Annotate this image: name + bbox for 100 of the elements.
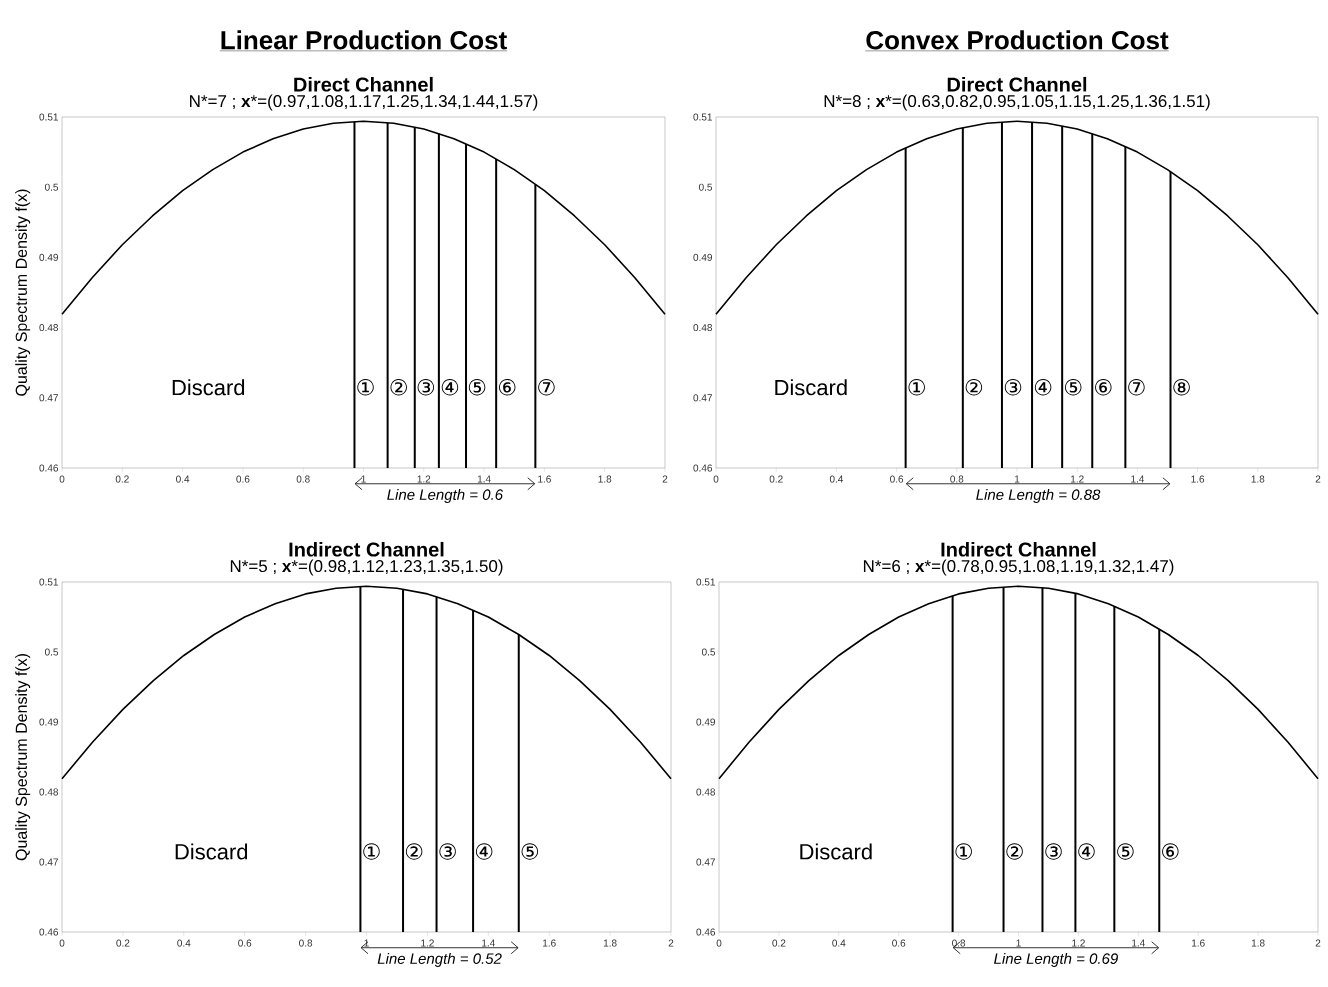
x-tick-label: 1.4: [1131, 475, 1145, 483]
ref-line-label: ⑦: [1128, 379, 1145, 396]
ref-line-label: ⑥: [1162, 843, 1179, 860]
y-tick-label: 0.47: [696, 858, 715, 866]
x-tick-label: 1: [1014, 475, 1020, 483]
x-tick-label: 0.6: [238, 939, 252, 947]
x-tick-label: 0.4: [829, 475, 844, 483]
y-axis-title: Quality Spectrum Density f(x): [15, 653, 31, 861]
x-tick-label: 1.6: [538, 475, 551, 483]
ref-line-label: ②: [390, 379, 407, 396]
x-tick-label: 0.8: [296, 475, 310, 483]
x-tick-label: 1: [1016, 939, 1021, 947]
x-tick-label: 1.4: [1132, 939, 1145, 947]
x-tick-label: 1.2: [1072, 939, 1085, 947]
ref-line-label: ③: [1045, 843, 1062, 860]
x-tick-label: 0.6: [236, 475, 250, 483]
chart-subtitle: N*=5 ; x*=(0.98,1.12,1.23,1.35,1.50): [230, 559, 503, 576]
text: Line Length = 0.6: [387, 488, 504, 503]
y-tick-label: 0.51: [696, 578, 715, 586]
y-tick-label: 0.48: [39, 324, 59, 332]
y-tick-label: 0.48: [693, 324, 713, 332]
y-tick-label: 0.5: [44, 183, 59, 191]
y-tick-label: 0.49: [693, 253, 713, 261]
x-tick-label: 0: [713, 475, 719, 483]
x-tick-label: 2: [662, 475, 668, 483]
text: Convex Production Cost: [866, 30, 1169, 50]
x-tick-label: 2: [668, 939, 674, 947]
chart-subtitle: N*=7 ; x*=(0.97,1.08,1.17,1.25,1.34,1.44,1.57): [190, 94, 538, 111]
chart-title: Indirect Channel: [289, 541, 444, 557]
y-tick-label: 0.47: [693, 394, 712, 402]
text: Line Length = 0.52: [377, 952, 502, 967]
ref-line-label: ②: [965, 379, 983, 396]
chart-title: Indirect Channel: [941, 541, 1096, 557]
chart-title: Direct Channel: [947, 76, 1087, 92]
x-tick-label: 1.6: [1192, 939, 1205, 947]
x-tick-label: 0.2: [772, 939, 786, 947]
ref-line-label: ①: [357, 379, 374, 396]
ref-line-label: ①: [955, 843, 972, 860]
y-axis-title: Quality Spectrum Density f(x): [15, 189, 31, 396]
x-tick-label: 1.8: [603, 939, 617, 947]
y-tick-label: 0.46: [693, 464, 713, 472]
y-tick-label: 0.47: [39, 858, 58, 866]
annotation: Discard: [172, 379, 245, 396]
ref-line-label: ⑦: [538, 379, 555, 396]
x-tick-label: 1.8: [1251, 939, 1265, 947]
ref-line-label: ③: [417, 379, 435, 396]
ref-line-label: ⑤: [521, 843, 539, 860]
x-tick-label: 0.8: [950, 475, 964, 483]
x-tick-label: 1.2: [421, 939, 434, 947]
annotation: Discard: [175, 843, 248, 860]
x-tick-label: 0.2: [115, 475, 129, 483]
x-tick-label: 1.6: [1191, 475, 1205, 483]
ref-line-label: ④: [475, 843, 493, 860]
x-tick-label: 1.4: [482, 939, 495, 947]
ref-line-label: ④: [441, 379, 459, 396]
ref-line-label: ①: [908, 379, 925, 396]
x-tick-label: 0: [59, 475, 65, 483]
x-tick-label: 1.4: [477, 475, 491, 483]
annotation: Discard: [775, 379, 847, 396]
x-tick-label: 0: [59, 939, 65, 947]
y-tick-label: 0.51: [693, 113, 712, 121]
x-tick-label: 2: [1315, 939, 1321, 947]
y-tick-label: 0.5: [701, 648, 716, 656]
x-tick-label: 0.8: [952, 939, 966, 947]
ref-line-label: ⑤: [1117, 843, 1134, 860]
y-tick-label: 0.46: [696, 928, 716, 936]
text: Line Length = 0.69: [994, 952, 1118, 967]
annotation: Discard: [800, 843, 872, 860]
x-tick-label: 0.6: [890, 475, 904, 483]
ref-line-label: ⑥: [1095, 379, 1112, 396]
x-tick-label: 1.2: [417, 475, 431, 483]
y-tick-label: 0.51: [39, 578, 58, 586]
chart-subtitle: N*=8 ; x*=(0.63,0.82,0.95,1.05,1.15,1.25,1.36,1.51): [824, 94, 1210, 111]
y-tick-label: 0.47: [39, 394, 58, 402]
x-tick-label: 0.4: [832, 939, 846, 947]
ref-line-label: ④: [1078, 843, 1095, 860]
x-tick-label: 2: [1315, 475, 1321, 483]
y-tick-label: 0.46: [39, 464, 59, 472]
ref-line-label: ②: [405, 843, 423, 860]
y-tick-label: 0.49: [39, 718, 59, 726]
x-tick-label: 0.6: [892, 939, 906, 947]
y-tick-label: 0.48: [39, 788, 59, 796]
x-tick-label: 0: [716, 939, 722, 947]
ref-line-label: ③: [439, 843, 456, 860]
ref-line-label: ②: [1006, 843, 1023, 860]
ref-line-label: ③: [1004, 379, 1022, 396]
x-tick-label: 0.4: [176, 475, 190, 483]
y-tick-label: 0.49: [39, 253, 59, 261]
x-tick-label: 1.8: [1251, 475, 1265, 483]
y-tick-label: 0.48: [696, 788, 716, 796]
ref-line-label: ⑥: [499, 379, 516, 396]
ref-line-label: ①: [363, 843, 380, 860]
ref-line-label: ⑧: [1173, 379, 1190, 396]
x-tick-label: 1: [364, 939, 369, 947]
text: Line Length = 0.88: [976, 488, 1101, 503]
x-tick-label: 0.2: [116, 939, 130, 947]
x-tick-label: 1: [361, 475, 366, 483]
ref-line-label: ④: [1034, 379, 1052, 396]
chart-subtitle: N*=6 ; x*=(0.78,0.95,1.08,1.19,1.32,1.47): [863, 559, 1174, 576]
y-tick-label: 0.49: [696, 718, 716, 726]
